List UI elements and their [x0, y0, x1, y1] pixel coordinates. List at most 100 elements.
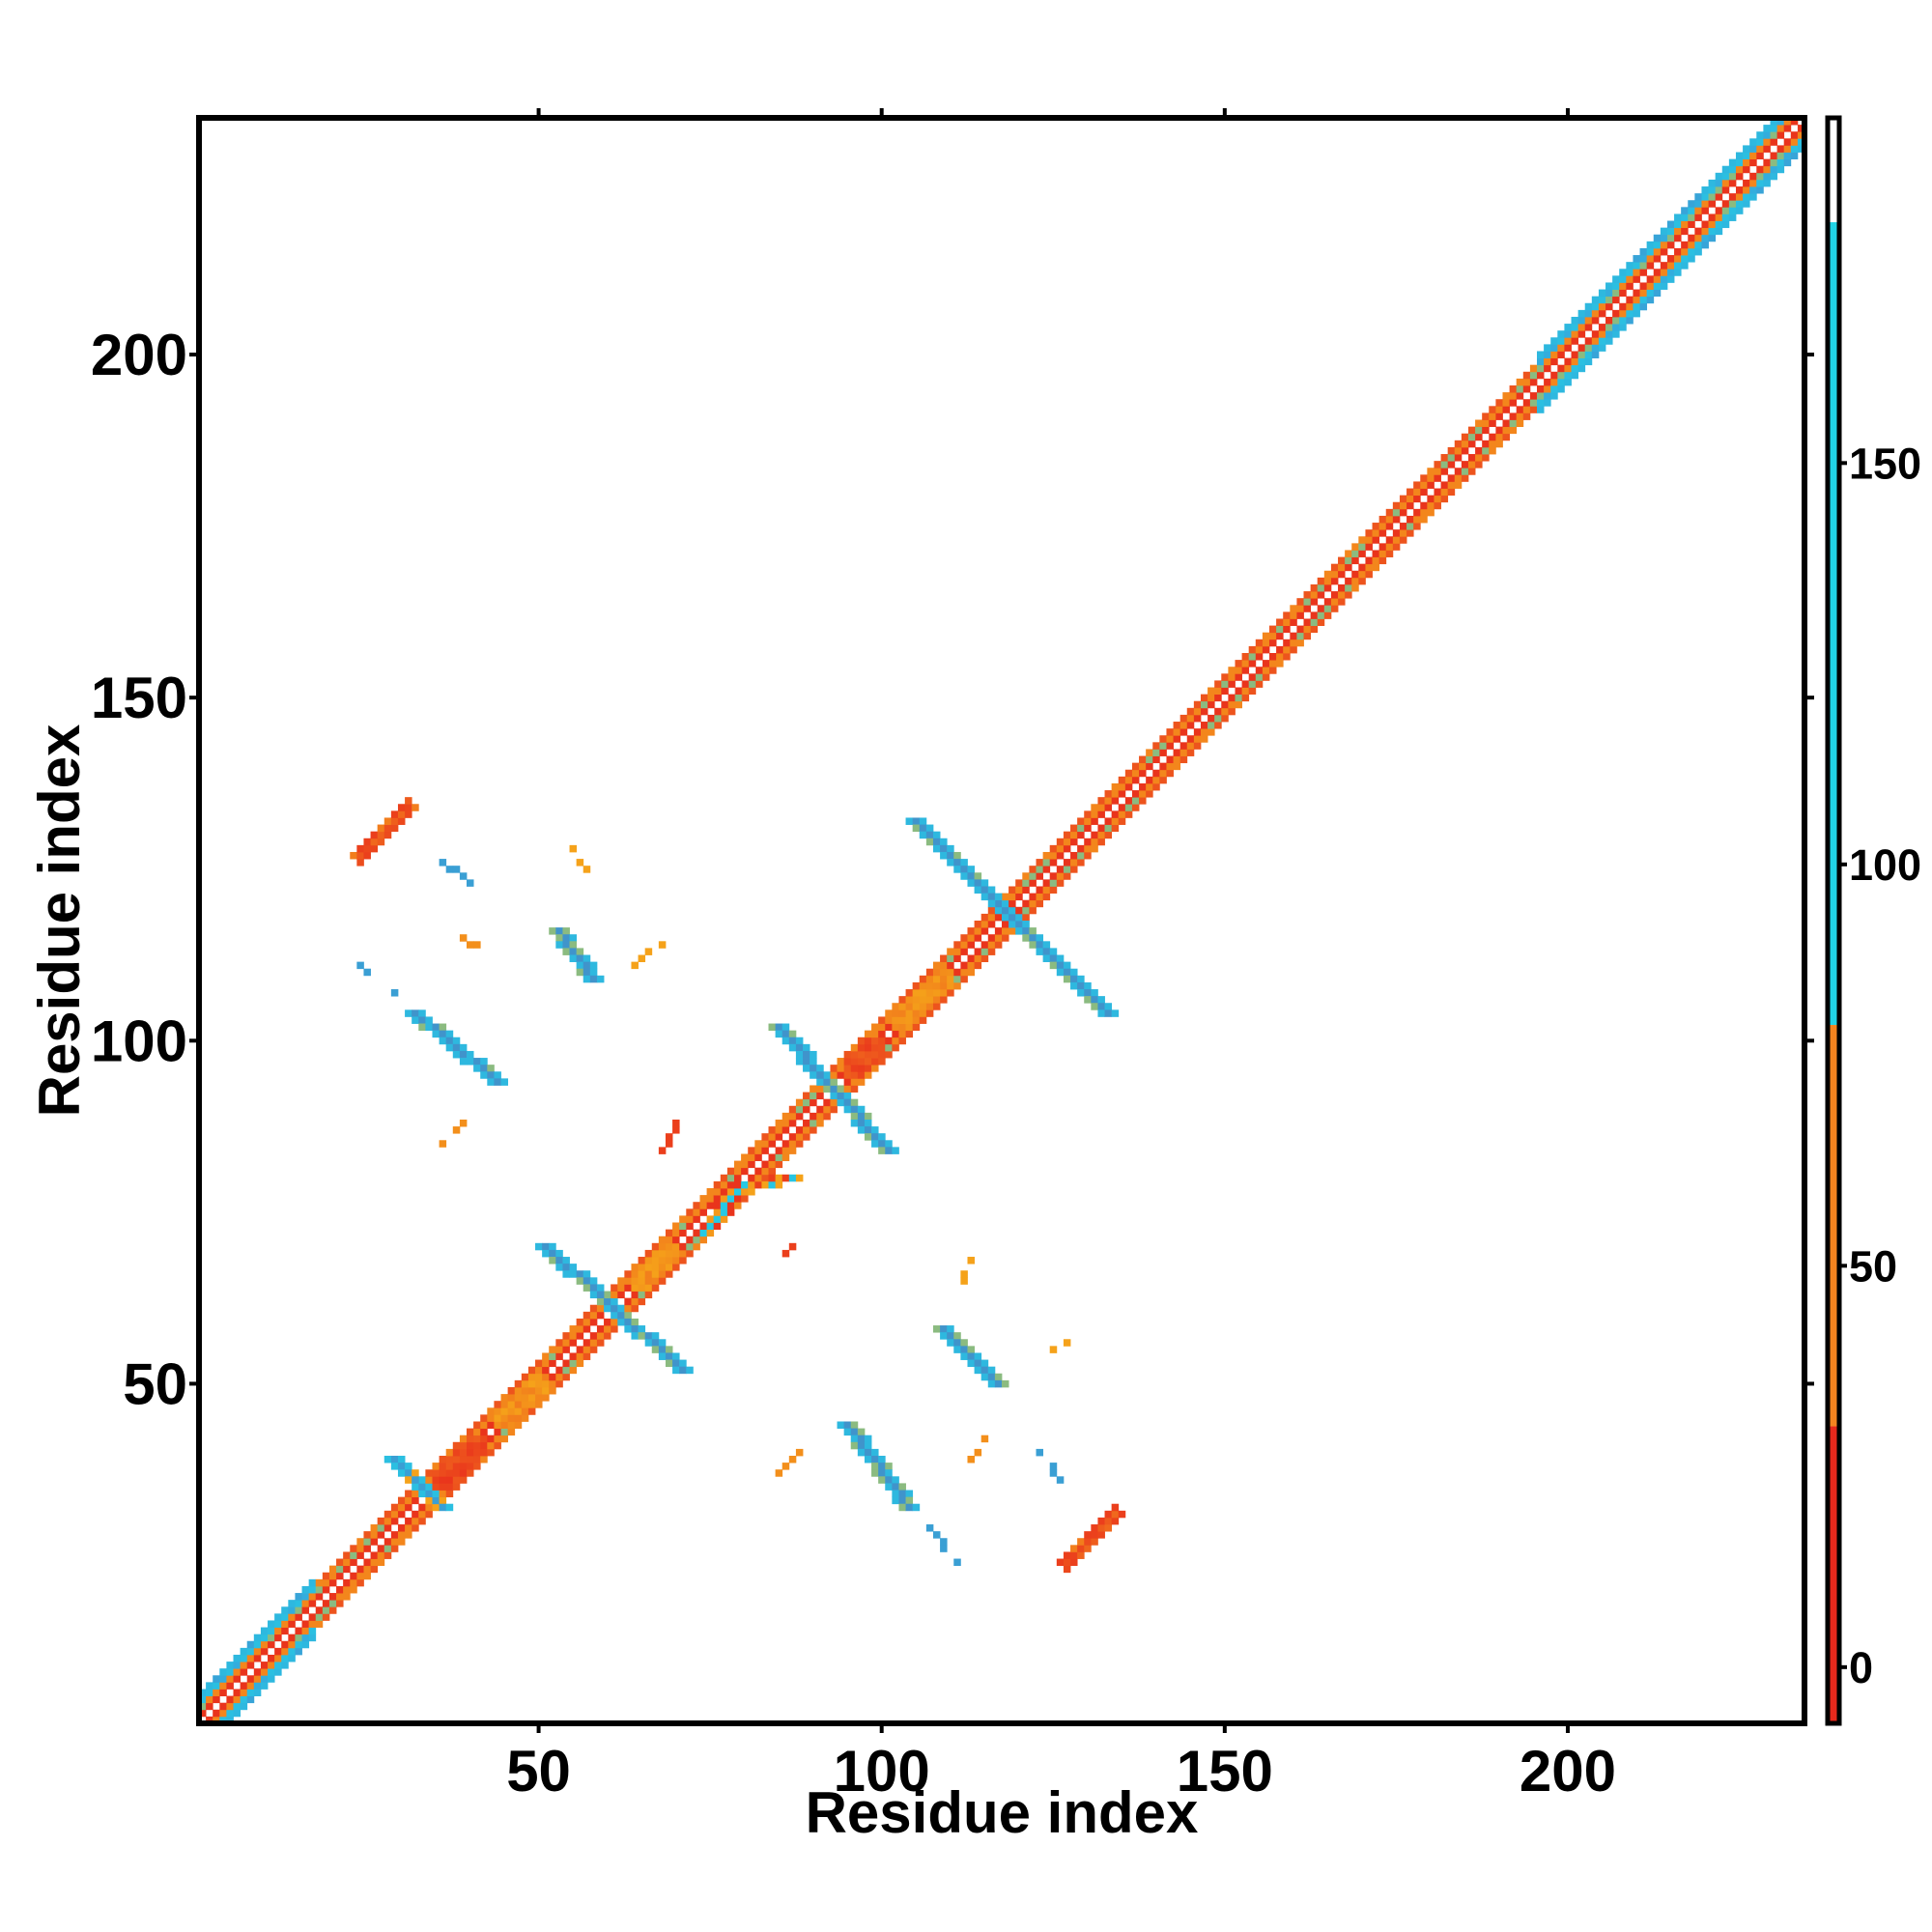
- heatmap-cell: [1605, 316, 1613, 325]
- heatmap-cell: [1653, 255, 1662, 263]
- heatmap-cell: [1666, 220, 1675, 229]
- heatmap-cell: [1666, 262, 1675, 270]
- heatmap-cell: [405, 1503, 412, 1512]
- heatmap-cell: [1036, 934, 1044, 942]
- heatmap-cell: [1077, 831, 1085, 839]
- heatmap-cell: [987, 941, 996, 949]
- heatmap-cell: [260, 1640, 269, 1649]
- heatmap-cell: [672, 1119, 680, 1127]
- heatmap-cell: [741, 1180, 749, 1189]
- heatmap-cell: [1756, 138, 1764, 146]
- heatmap-cell: [953, 954, 961, 963]
- heatmap-cell: [405, 1496, 412, 1505]
- heatmap-cell: [1330, 591, 1339, 599]
- heatmap-cell: [1118, 790, 1126, 798]
- heatmap-cell: [892, 1483, 899, 1491]
- heatmap-cell: [810, 1092, 817, 1100]
- heatmap-cell: [850, 1435, 859, 1443]
- heatmap-cell: [1399, 529, 1407, 537]
- heatmap-cell: [397, 1524, 406, 1532]
- heatmap-cell: [651, 1277, 660, 1285]
- heatmap-cell: [720, 1208, 728, 1216]
- heatmap-cell: [1338, 583, 1346, 592]
- heatmap-cell: [1728, 165, 1737, 174]
- heatmap-cell: [343, 1565, 351, 1574]
- heatmap-cell: [521, 1379, 529, 1388]
- heatmap-cell: [1111, 817, 1120, 825]
- heatmap-cell: [1577, 351, 1586, 358]
- heatmap-cell: [1743, 186, 1750, 194]
- heatmap-cell: [328, 1578, 337, 1587]
- heatmap-cell: [569, 1339, 578, 1347]
- heatmap-cell: [1529, 378, 1538, 386]
- heatmap-cell: [596, 1291, 605, 1299]
- heatmap-cell: [1537, 357, 1545, 366]
- heatmap-cell: [1097, 1517, 1105, 1525]
- heatmap-cell: [439, 1469, 447, 1477]
- heatmap-cell: [1557, 351, 1565, 358]
- heatmap-cell: [1447, 446, 1456, 455]
- heatmap-cell: [1248, 687, 1257, 696]
- heatmap-cell: [576, 1359, 584, 1368]
- heatmap-cell: [206, 1702, 213, 1711]
- heatmap-cell: [1544, 357, 1551, 366]
- heatmap-cell: [960, 1339, 968, 1347]
- heatmap-cell: [644, 1332, 653, 1340]
- heatmap-cell: [644, 948, 653, 955]
- heatmap-cell: [1077, 1545, 1085, 1552]
- heatmap-cell: [459, 1058, 468, 1065]
- heatmap-cell: [1482, 446, 1490, 455]
- heatmap-cell: [1015, 921, 1023, 928]
- heatmap-cell: [1351, 570, 1359, 579]
- plot-frame: [196, 115, 1807, 1726]
- heatmap-cell: [1605, 330, 1613, 338]
- heatmap-cell: [925, 989, 934, 997]
- heatmap-cell: [1139, 782, 1147, 791]
- heatmap-cell: [994, 906, 1003, 915]
- heatmap-cell: [665, 1140, 673, 1148]
- heatmap-cell: [823, 1112, 831, 1121]
- heatmap-cell: [679, 1249, 687, 1258]
- heatmap-cell: [1200, 700, 1208, 709]
- heatmap-cell: [1694, 227, 1702, 236]
- heatmap-cell: [857, 1037, 866, 1045]
- heatmap-cell: [672, 1257, 680, 1264]
- heatmap-cell: [246, 1654, 255, 1662]
- heatmap-cell: [686, 1215, 694, 1223]
- heatmap-cell: [1009, 927, 1016, 935]
- heatmap-cell: [1406, 529, 1414, 537]
- heatmap-cell: [960, 975, 968, 983]
- heatmap-cell: [1797, 138, 1805, 146]
- heatmap-cell: [878, 1050, 886, 1059]
- heatmap-cell: [397, 810, 406, 818]
- heatmap-cell: [651, 1264, 660, 1271]
- heatmap-cell: [816, 1065, 824, 1072]
- heatmap-cell: [713, 1195, 722, 1203]
- heatmap-cell: [295, 1640, 302, 1649]
- heatmap-cell: [1255, 680, 1264, 688]
- heatmap-cell: [1262, 660, 1270, 668]
- heatmap-cell: [1159, 742, 1167, 750]
- heatmap-cell: [1002, 893, 1009, 901]
- heatmap-cell: [617, 1318, 625, 1326]
- heatmap-cell: [1743, 152, 1750, 160]
- heatmap-cell: [953, 975, 961, 983]
- heatmap-cell: [864, 1448, 872, 1457]
- heatmap-cell: [919, 831, 927, 839]
- heatmap-cell: [1454, 474, 1463, 482]
- heatmap-cell: [905, 1016, 914, 1024]
- heatmap-cell: [953, 1339, 961, 1347]
- heatmap-cell: [473, 1435, 481, 1443]
- heatmap-cell: [1084, 1538, 1092, 1546]
- heatmap-cell: [658, 1277, 667, 1285]
- heatmap-cell: [898, 1490, 906, 1498]
- heatmap-cell: [1091, 1538, 1098, 1546]
- heatmap-cell: [562, 1359, 570, 1368]
- heatmap-cell: [1735, 158, 1744, 167]
- colorbar-tick-label: 100: [1849, 840, 1921, 890]
- heatmap-cell: [1152, 782, 1160, 791]
- heatmap-cell: [679, 1359, 687, 1368]
- heatmap-cell: [1097, 804, 1105, 811]
- heatmap-cell: [219, 1668, 227, 1676]
- heatmap-cell: [638, 1291, 646, 1299]
